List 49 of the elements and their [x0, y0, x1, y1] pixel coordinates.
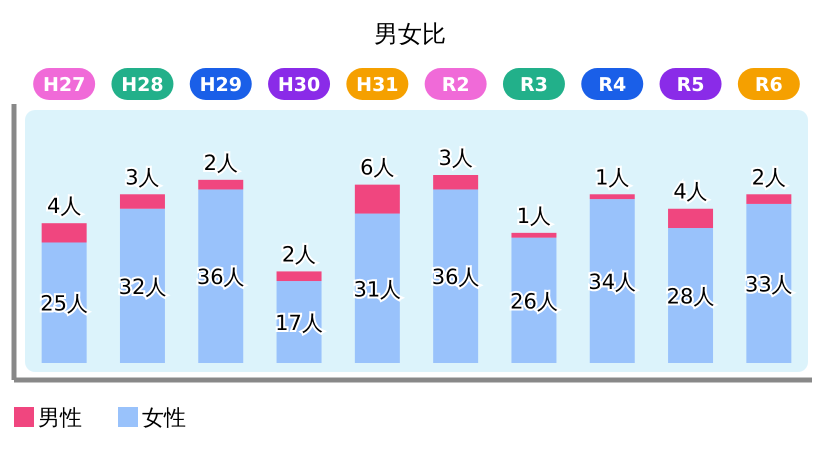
data-label: 2人 [282, 242, 316, 266]
legend-label: 男性 [38, 406, 82, 431]
x-tick-label: R6 [754, 74, 783, 96]
bar [746, 194, 792, 204]
x-tick-label: H28 [121, 74, 164, 96]
data-label: 1人 [595, 165, 630, 190]
data-label: 32人 [118, 274, 166, 299]
data-label: 2人 [752, 165, 786, 190]
bar [511, 232, 556, 238]
bar [433, 175, 478, 190]
data-label: 25人 [40, 292, 88, 316]
bar [354, 214, 400, 363]
x-tick-label: R5 [676, 74, 704, 96]
bar [198, 189, 244, 363]
data-label: 33人 [744, 272, 793, 296]
data-label: 2人 [204, 150, 238, 175]
data-label: 4人 [673, 180, 708, 204]
legend-label: 女性 [142, 406, 186, 431]
bar [354, 184, 400, 214]
data-label: 3人 [438, 146, 473, 170]
x-tick-label: H27 [42, 74, 86, 96]
data-label: 3人 [125, 165, 160, 190]
bar [590, 194, 635, 200]
x-tick-label: R2 [442, 74, 470, 96]
x-tick-label: H30 [278, 74, 320, 96]
data-label: 1人 [516, 204, 552, 228]
x-tick-label: R4 [598, 74, 626, 96]
x-tick-label: H29 [200, 74, 242, 96]
bar [746, 204, 792, 363]
bar [276, 271, 322, 282]
bar [433, 189, 478, 363]
data-label: 6人 [360, 156, 395, 180]
data-label: 36人 [432, 265, 480, 290]
bar [120, 194, 165, 209]
data-label: 26人 [510, 289, 558, 314]
data-label: 31人 [353, 277, 402, 302]
bar [590, 199, 635, 363]
bar [42, 223, 87, 242]
data-label: 4人 [46, 194, 82, 218]
data-label: 34人 [588, 270, 636, 294]
data-label: 36人 [196, 265, 245, 290]
data-label: 17人 [275, 311, 323, 336]
bar [198, 180, 244, 190]
x-tick-label: H31 [356, 74, 399, 96]
x-tick-label: R3 [520, 74, 548, 96]
data-label: 28人 [666, 284, 714, 309]
bar [120, 208, 165, 363]
chart-title: 男女比 [374, 20, 446, 48]
bar [668, 208, 714, 228]
